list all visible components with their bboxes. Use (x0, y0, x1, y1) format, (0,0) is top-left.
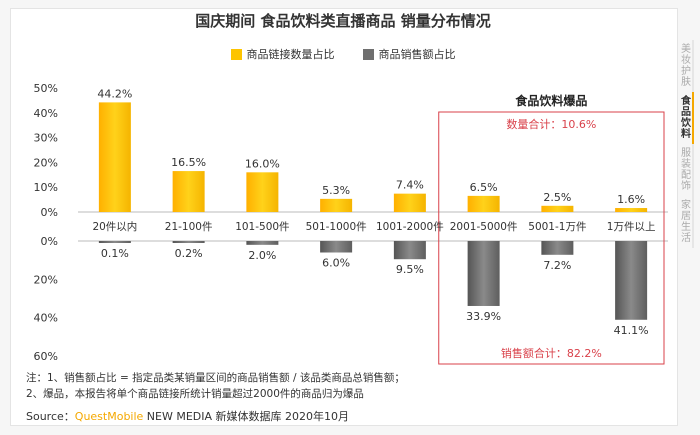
sales-bar (246, 241, 279, 245)
legend-item-sales: 商品销售额占比 (362, 46, 456, 62)
category-label: 501-1000件 (306, 221, 367, 233)
count-bar-label: 44.2% (97, 87, 132, 100)
sales-bar-label: 6.0% (322, 257, 350, 270)
top-y-tick-label: 30% (34, 132, 58, 145)
sidebar-item-apparel[interactable]: 服装配饰 (680, 144, 694, 196)
sales-bar (467, 241, 500, 306)
count-bar-label: 16.0% (245, 157, 280, 170)
top-y-tick-label: 0% (41, 206, 58, 219)
category-label: 21-100件 (165, 221, 213, 233)
category-label: 101-500件 (235, 221, 289, 233)
sales-bar (541, 241, 574, 255)
top-y-tick-label: 20% (34, 156, 58, 169)
bottom-y-tick-label: 0% (41, 235, 58, 248)
count-bar (393, 193, 426, 212)
category-label: 5001-1万件 (528, 221, 586, 233)
sales-bar (98, 241, 131, 243)
count-bar (246, 172, 279, 212)
count-bar (467, 195, 500, 212)
top-y-tick-label: 40% (34, 107, 58, 120)
sales-bar (172, 241, 205, 243)
highlight-sales-total: 销售额合计：82.2% (501, 346, 602, 360)
chart-title: 国庆期间 食品饮料类直播商品 销量分布情况 (195, 12, 491, 30)
category-label: 1万件以上 (607, 221, 656, 233)
bottom-y-tick-label: 20% (34, 273, 58, 286)
legend: 商品链接数量占比 商品销售额占比 (10, 46, 676, 62)
legend-item-count: 商品链接数量占比 (230, 46, 335, 62)
bottom-y-tick-label: 40% (34, 312, 58, 325)
category-label: 1001-2000件 (376, 221, 444, 233)
sales-bar-label: 33.9% (466, 310, 501, 323)
sales-bar-label: 0.1% (101, 247, 129, 260)
source-brand: QuestMobile (74, 410, 144, 423)
sales-bar-label: 9.5% (396, 263, 424, 276)
count-bar (615, 208, 648, 212)
highlight-box (438, 111, 665, 365)
bottom-y-tick-label: 60% (34, 350, 58, 363)
legend-swatch-sales (362, 48, 374, 60)
count-bar-label: 2.5% (543, 191, 571, 204)
sidebar-item-home[interactable]: 家居生活 (680, 196, 694, 248)
top-y-tick-label: 50% (34, 82, 58, 95)
count-bar (320, 198, 353, 212)
source-line: Source：QuestMobile NEW MEDIA 新媒体数据库 2020… (26, 408, 349, 424)
sidebar-item-food[interactable]: 食品饮料 (680, 92, 694, 144)
count-bar-label: 16.5% (171, 156, 206, 169)
sales-bar-label: 41.1% (614, 324, 649, 337)
top-y-tick-label: 10% (34, 181, 58, 194)
sales-bar (320, 241, 353, 253)
source-suffix: NEW MEDIA 新媒体数据库 2020年10月 (143, 410, 350, 423)
count-bar-label: 7.4% (396, 179, 424, 192)
count-bar (541, 205, 574, 212)
sales-bar-label: 7.2% (543, 259, 571, 272)
legend-label-count: 商品链接数量占比 (246, 48, 335, 61)
count-bar-label: 6.5% (470, 181, 498, 194)
sales-bar-label: 0.2% (175, 247, 203, 260)
chart-card (10, 8, 678, 426)
category-sidebar: 美妆护肤 食品饮料 服装配饰 家居生活 (680, 40, 696, 248)
source-prefix: Source： (26, 410, 75, 423)
note-line-1: 注：1、销售额占比 = 指定品类某销量区间的商品销售额 / 该品类商品总销售额； (26, 372, 405, 384)
count-bar-label: 1.6% (617, 193, 645, 206)
highlight-heading: 食品饮料爆品 (514, 93, 587, 108)
category-label: 2001-5000件 (450, 221, 518, 233)
sales-bar (393, 241, 426, 260)
sales-bar-label: 2.0% (248, 249, 276, 262)
sales-bar (615, 241, 648, 320)
count-bar (172, 171, 205, 212)
legend-swatch-count (230, 48, 242, 60)
note-line-2: 2、爆品，本报告将单个商品链接所统计销量超过2000件的商品归为爆品 (26, 388, 364, 400)
count-bar (98, 102, 131, 212)
legend-label-sales: 商品销售额占比 (378, 48, 456, 61)
count-bar-label: 5.3% (322, 184, 350, 197)
highlight-count-total: 数量合计：10.6% (506, 117, 596, 131)
category-label: 20件以内 (92, 220, 137, 233)
sidebar-item-beauty[interactable]: 美妆护肤 (680, 40, 694, 92)
